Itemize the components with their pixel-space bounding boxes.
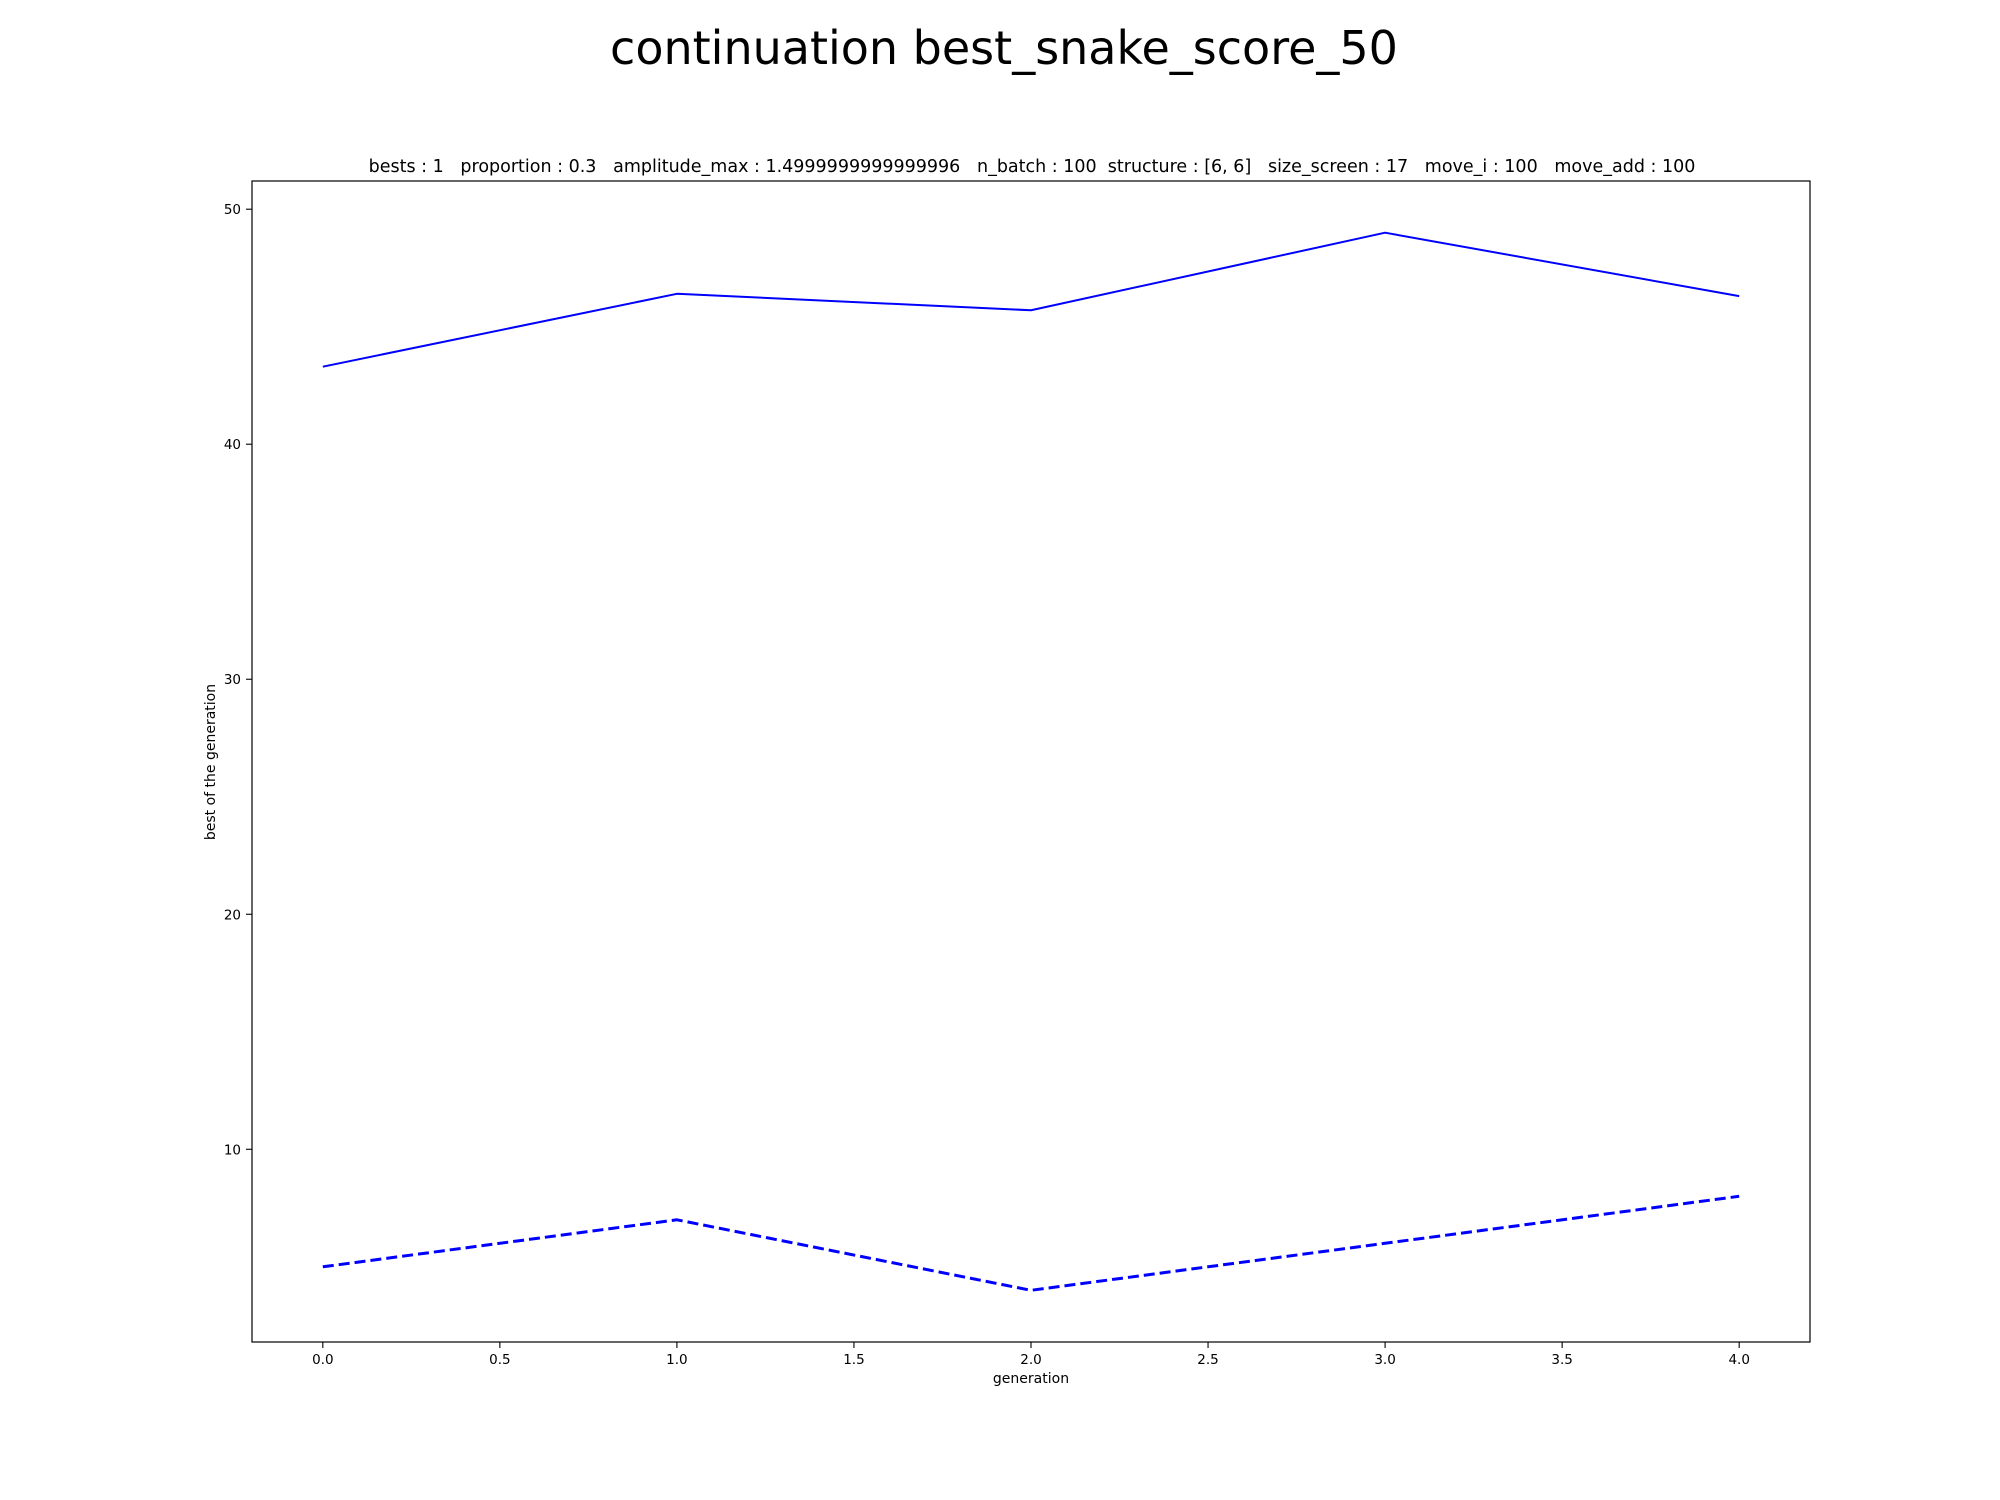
x-axis-label: generation xyxy=(993,1371,1069,1387)
y-tick-label: 30 xyxy=(224,672,241,688)
chart-title: continuation best_snake_score_50 xyxy=(610,21,1398,75)
x-tick-label: 0.0 xyxy=(312,1352,333,1368)
x-tick-label: 2.5 xyxy=(1197,1352,1218,1368)
series-line-solid xyxy=(322,231,1740,368)
x-tick-label: 3.5 xyxy=(1551,1352,1572,1368)
y-tick-label: 20 xyxy=(224,907,241,923)
x-axis: 0.0 0.5 1.0 1.5 2.0 2.5 3.0 3.5 4.0 xyxy=(312,1342,1750,1368)
y-axis-label: best of the generation xyxy=(203,684,219,840)
y-tick-label: 50 xyxy=(224,202,241,218)
x-tick-label: 1.5 xyxy=(843,1352,864,1368)
y-tick-label: 10 xyxy=(224,1142,241,1158)
plot-frame xyxy=(251,180,1811,1343)
x-tick-label: 3.0 xyxy=(1374,1352,1395,1368)
x-tick-label: 4.0 xyxy=(1728,1352,1749,1368)
plot-lines xyxy=(322,231,1740,1292)
chart-subtitle: bests : 1 proportion : 0.3 amplitude_max… xyxy=(369,157,1696,177)
y-axis: 10 20 30 40 50 xyxy=(224,202,252,1158)
y-tick-label: 40 xyxy=(224,437,241,453)
series-line-dashed xyxy=(322,1194,1740,1292)
x-tick-label: 1.0 xyxy=(666,1352,687,1368)
x-tick-label: 2.0 xyxy=(1020,1352,1041,1368)
x-tick-label: 0.5 xyxy=(489,1352,510,1368)
